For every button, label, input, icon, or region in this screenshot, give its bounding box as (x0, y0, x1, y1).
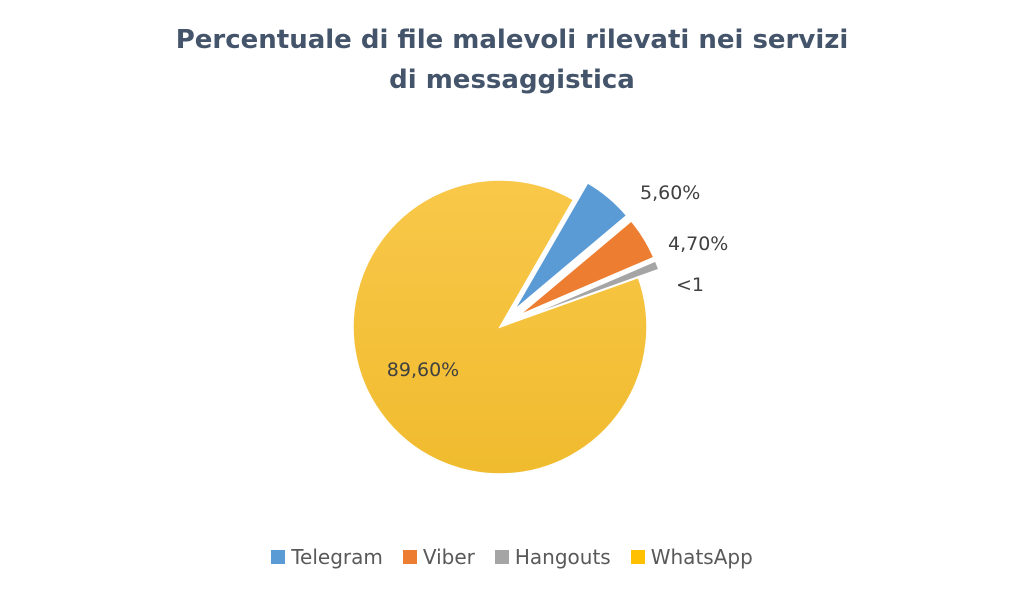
data-label-viber: 4,70% (668, 233, 728, 255)
data-label-telegram: 5,60% (640, 182, 700, 204)
legend-swatch (402, 550, 417, 564)
legend-label: WhatsApp (650, 545, 753, 569)
data-label-whatsapp: 89,60% (387, 359, 459, 381)
legend-label: Hangouts (514, 545, 611, 569)
legend-label: Viber (422, 545, 475, 569)
pie-slice-telegram (513, 181, 628, 311)
pie-slice-viber (518, 219, 655, 317)
pie-slices (352, 179, 660, 475)
legend-item-whatsapp: WhatsApp (630, 545, 753, 569)
pie-slice-hangouts (520, 259, 660, 320)
chart-title: Percentuale di file malevoli rilevati ne… (175, 25, 849, 95)
legend-item-hangouts: Hangouts (494, 545, 611, 569)
legend-swatch (630, 550, 645, 564)
data-label-hangouts: <1 (676, 274, 704, 296)
legend-label: Telegram (291, 545, 383, 569)
legend-item-viber: Viber (402, 545, 475, 569)
pie-data-labels: 5,60% 4,70% <1 89,60% (387, 182, 729, 381)
legend-item-telegram: Telegram (271, 545, 383, 569)
legend-swatch (271, 550, 286, 564)
pie-slice-whatsapp (352, 179, 648, 475)
legend: Telegram Viber Hangouts WhatsApp (0, 545, 1024, 569)
legend-swatch (494, 550, 509, 564)
